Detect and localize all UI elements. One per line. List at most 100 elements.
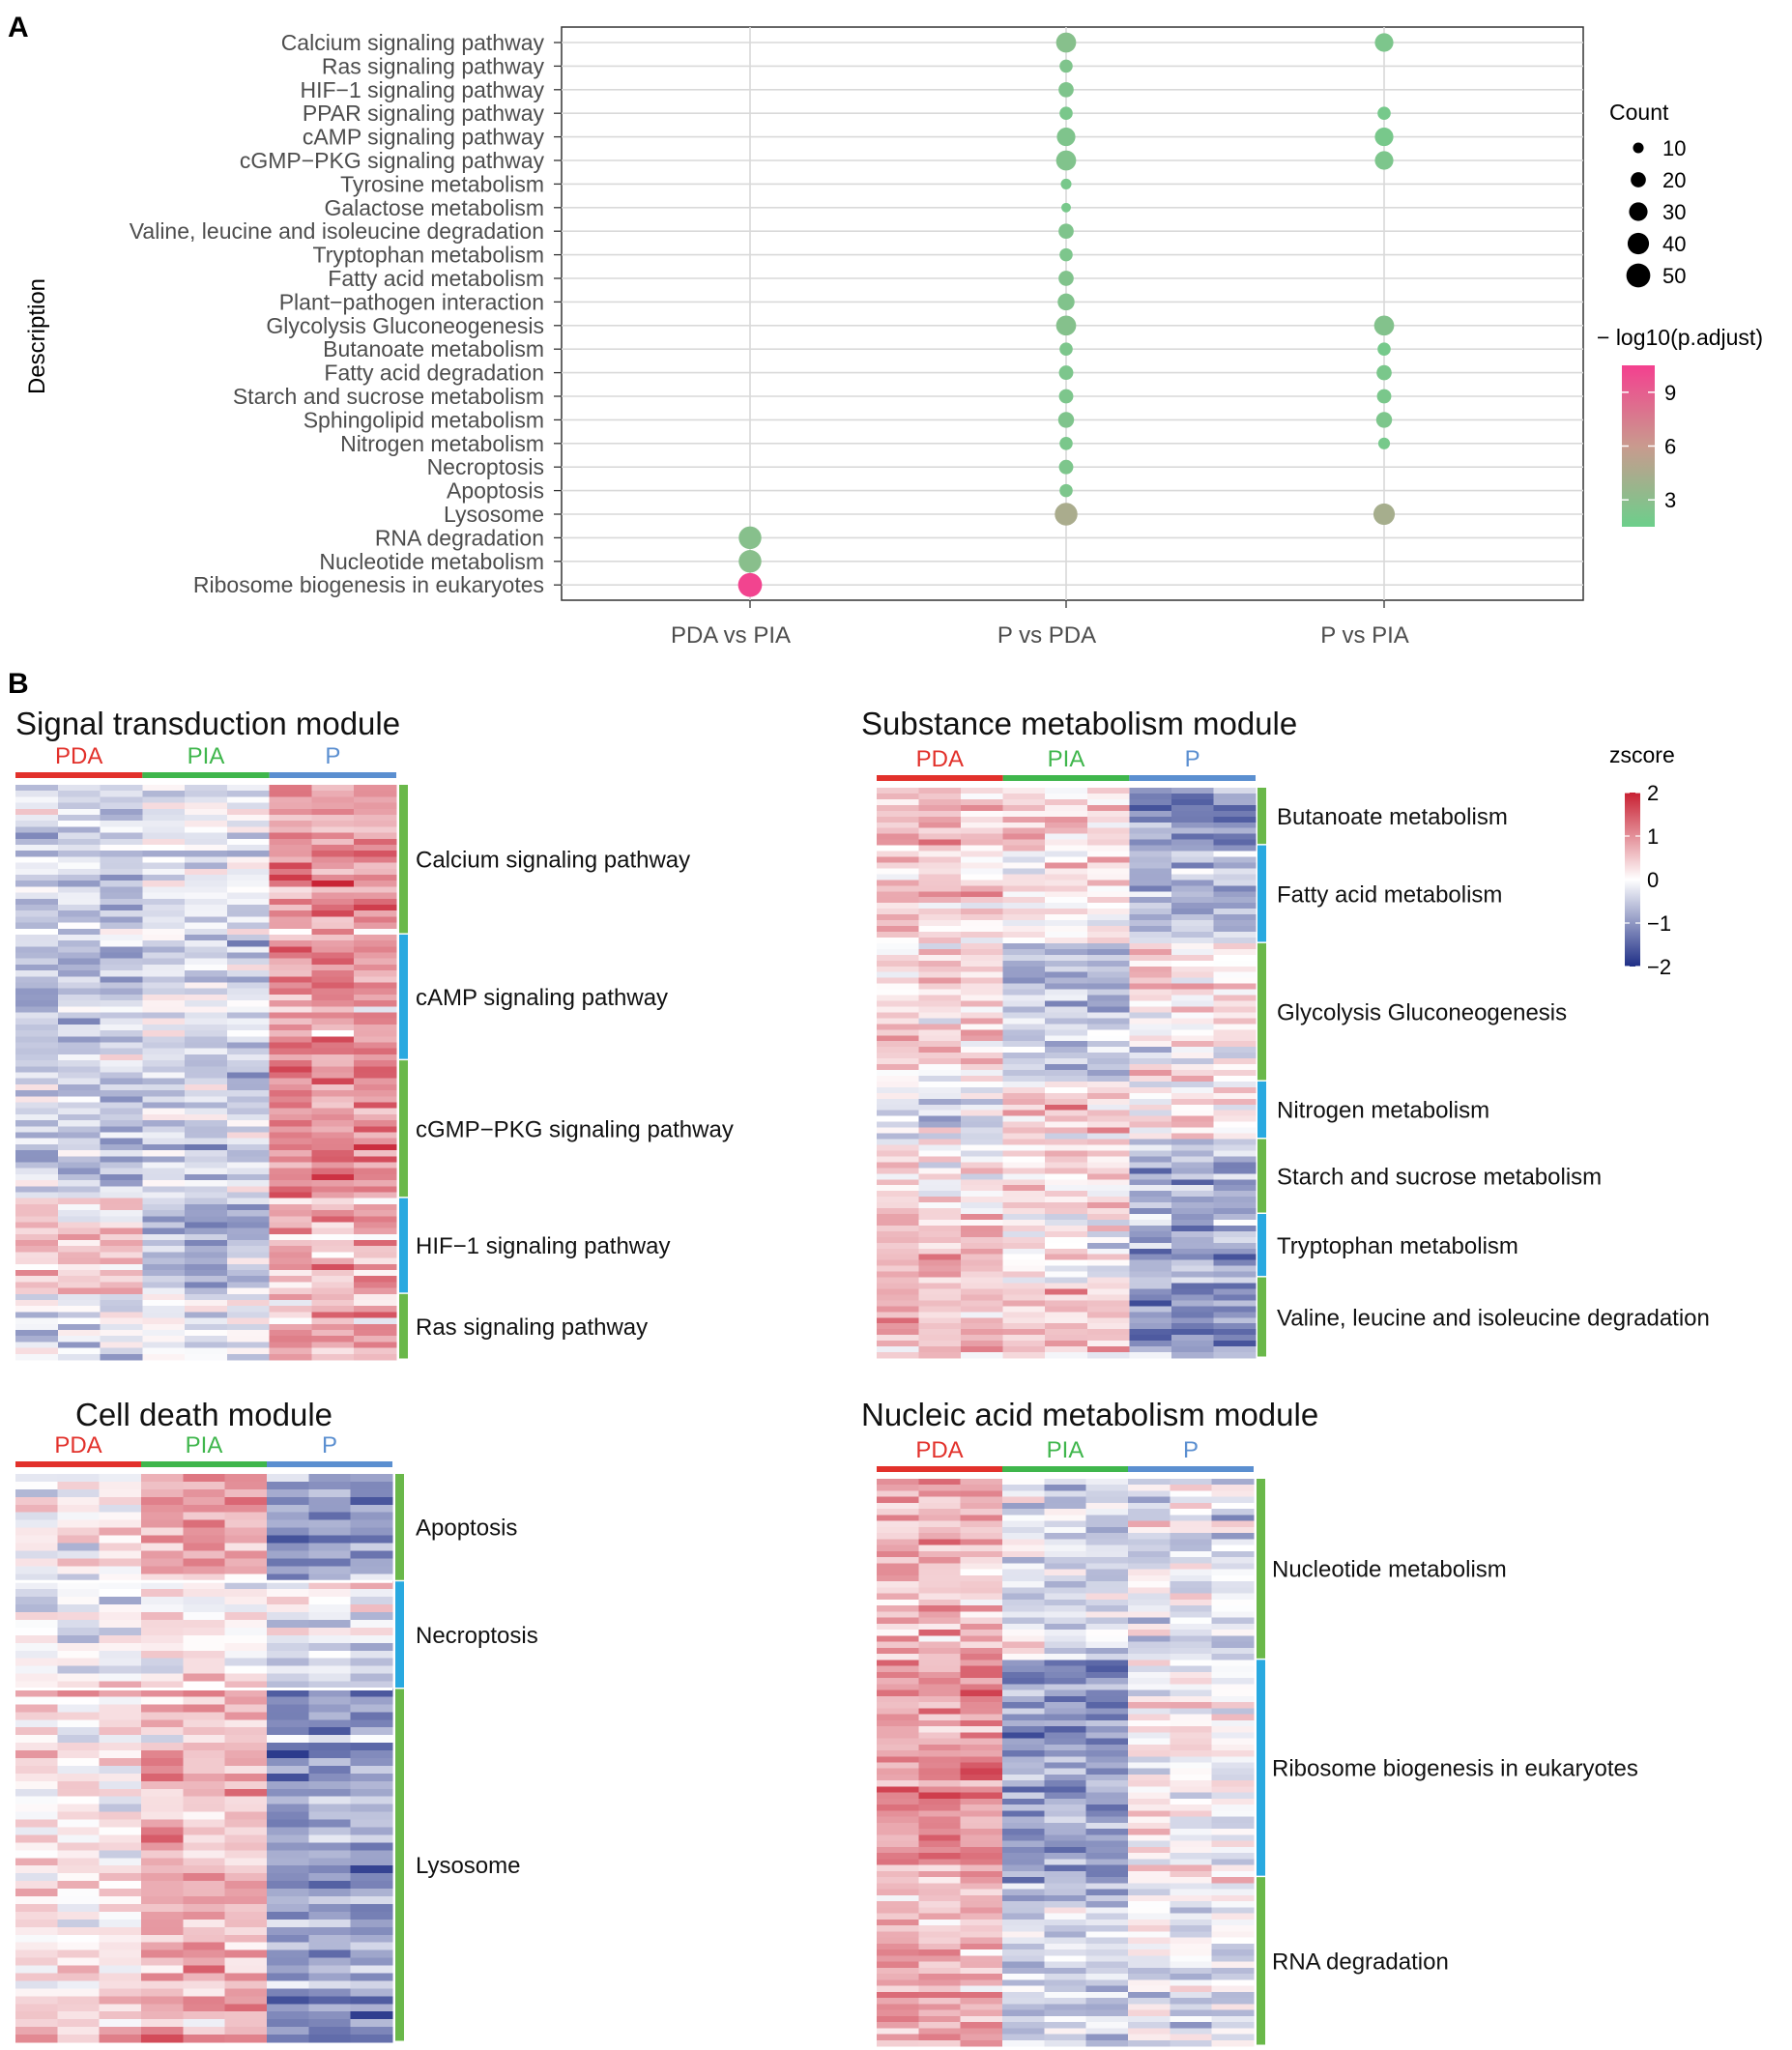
heatmap-cell [99, 2027, 142, 2036]
heatmap-cell [1170, 1998, 1213, 2005]
heatmap-cell [1170, 1533, 1213, 1541]
heatmap-cell [1128, 1864, 1171, 1872]
heatmap-cell [1170, 1515, 1213, 1522]
heatmap-cell [961, 856, 1004, 864]
heatmap-cell [57, 1911, 101, 1920]
heatmap-cell [1170, 1726, 1213, 1733]
heatmap-cell [311, 1138, 355, 1145]
heatmap-cell [1045, 1053, 1088, 1059]
heatmap-cell [185, 1233, 228, 1241]
heatmap-cell [960, 1581, 1003, 1588]
heatmap-cell [267, 1634, 309, 1644]
heatmap-cell [311, 898, 355, 906]
heatmap-cell [1002, 1035, 1046, 1042]
heatmap-cell [1044, 1750, 1087, 1757]
heatmap-cell [267, 1750, 309, 1759]
heatmap-cell [183, 1973, 226, 1982]
heatmap-cell [1002, 1660, 1045, 1667]
heatmap-cell [141, 1481, 184, 1490]
heatmap-cell [1211, 1786, 1255, 1794]
heatmap-cell [57, 904, 101, 911]
heatmap-cell [1086, 1144, 1130, 1152]
color-legend-label-3: 3 [1664, 488, 1676, 512]
heatmap-cell [354, 1078, 397, 1085]
heatmap-cell [1085, 1611, 1129, 1619]
heatmap-cell [350, 1665, 393, 1675]
heatmap-cell [57, 1102, 101, 1110]
group-label-pia: PIA [188, 743, 225, 769]
heatmap-cell [57, 1108, 101, 1115]
heatmap-cell [961, 1144, 1004, 1152]
heatmap-cell [1170, 1647, 1213, 1655]
heatmap-cell [918, 1901, 962, 1908]
heatmap-cell [1002, 810, 1046, 818]
heatmap-cell [100, 844, 143, 852]
heatmap-cell [877, 1894, 919, 1902]
heatmap-cell [918, 1277, 962, 1285]
heatmap-cell [918, 1907, 962, 1915]
heatmap-cell [269, 934, 313, 941]
heatmap-cell [960, 1647, 1003, 1655]
heatmap-cell [877, 954, 920, 962]
heatmap-cell [1045, 1317, 1088, 1324]
heatmap-cell [1171, 1248, 1215, 1256]
heatmap-cell [308, 1612, 352, 1621]
heatmap-cell [1002, 1786, 1045, 1794]
heatmap-cell [269, 844, 313, 852]
heatmap-cell [308, 1642, 352, 1652]
heatmap-cell [99, 1850, 142, 1859]
heatmap-cell [308, 1919, 352, 1928]
heatmap-cell [1170, 1792, 1213, 1800]
heatmap-cell [185, 1048, 228, 1055]
heatmap-cell [57, 856, 101, 864]
dot-p-vs-pia-glycolysis-gluconeogenesis [1373, 315, 1395, 336]
heatmap-cell [226, 862, 271, 870]
heatmap-cell [99, 1519, 142, 1529]
heatmap-cell [185, 1180, 228, 1187]
heatmap-cell [877, 1341, 920, 1347]
heatmap-cell [224, 1704, 268, 1713]
heatmap-cell [918, 1545, 962, 1552]
heatmap-cell [141, 1827, 184, 1836]
heatmap-cell [57, 1719, 101, 1728]
heatmap-cell [311, 946, 355, 954]
heatmap-cell [141, 2004, 184, 2012]
heatmap-cell [15, 1216, 59, 1224]
heatmap-cell [1128, 1509, 1171, 1516]
heatmap-cell [1129, 1197, 1172, 1203]
heatmap-cell [269, 1257, 313, 1265]
heatmap-cell [1170, 1545, 1213, 1552]
heatmap-cell [961, 822, 1004, 829]
heatmap-cell [1044, 2015, 1087, 2023]
heatmap-cell [1086, 1219, 1130, 1227]
heatmap-cell [308, 1980, 352, 1989]
heatmap-cell [224, 1988, 268, 1997]
heatmap-cell [15, 1323, 59, 1331]
heatmap-cell [308, 1873, 352, 1882]
heatmap-cell [57, 1066, 101, 1074]
heatmap-cell [1002, 1496, 1045, 1504]
heatmap-cell [1045, 1242, 1088, 1250]
heatmap-cell [961, 1047, 1004, 1054]
heatmap-cell [185, 1132, 228, 1140]
heatmap-cell [57, 1246, 101, 1254]
heatmap-cell [1044, 1563, 1087, 1571]
heatmap-cell [918, 1641, 962, 1649]
heatmap-cell [185, 988, 228, 996]
heatmap-cell [877, 1024, 920, 1030]
heatmap-cell [1002, 1949, 1045, 1956]
heatmap-cell [918, 1822, 962, 1830]
heatmap-cell [57, 1566, 101, 1574]
heatmap-cell [1170, 1877, 1213, 1884]
heatmap-cell [308, 1558, 352, 1567]
heatmap-cell [57, 1474, 101, 1483]
heatmap-cell [1128, 1496, 1171, 1504]
heatmap-cell [57, 1180, 101, 1187]
heatmap-cell [877, 851, 920, 858]
heatmap-cell [142, 952, 186, 960]
heatmap-cell [1170, 1744, 1213, 1751]
heatmap-cell [269, 1012, 313, 1020]
heatmap-cell [918, 1236, 962, 1244]
heatmap-cell [1211, 1533, 1255, 1541]
